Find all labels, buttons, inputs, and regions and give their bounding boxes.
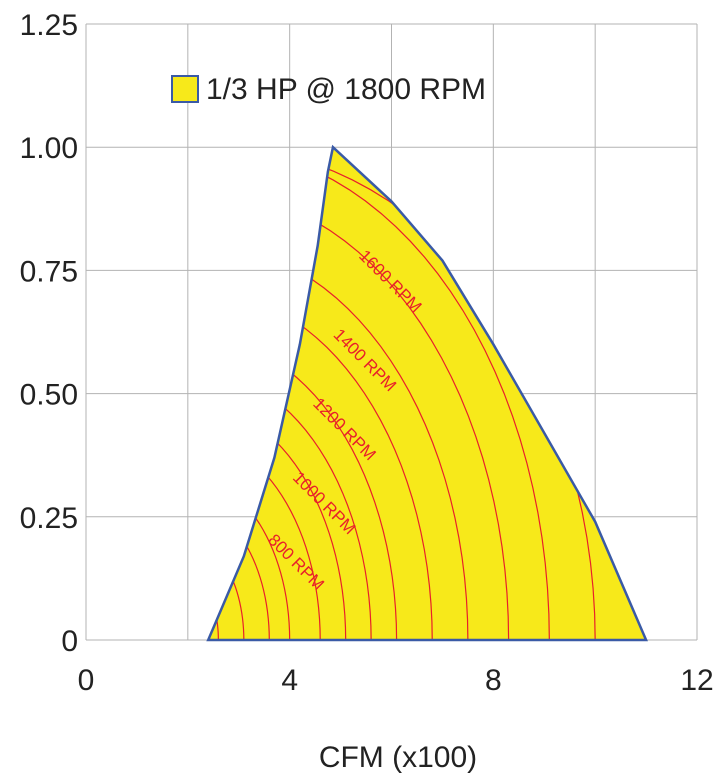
- x-axis-title: CFM (x100): [319, 741, 477, 774]
- y-tick-label: 0: [61, 625, 78, 658]
- x-tick-label: 8: [485, 664, 502, 697]
- grid-lines: [85, 23, 698, 641]
- legend: 1/3 HP @ 1800 RPM: [171, 73, 486, 106]
- y-tick-label: 1.00: [20, 132, 78, 165]
- operating-area: [208, 147, 647, 640]
- legend-label: 1/3 HP @ 1800 RPM: [206, 73, 486, 106]
- axis-ticks: 0 4 8 12 0 0.25 0.50 0.75 1.00 1.25: [20, 9, 714, 697]
- y-tick-label: 0.50: [20, 379, 78, 412]
- x-tick-label: 0: [78, 664, 95, 697]
- y-tick-label: 0.25: [20, 502, 78, 535]
- x-tick-label: 12: [680, 664, 713, 697]
- legend-swatch: [171, 75, 199, 103]
- y-tick-label: 1.25: [20, 9, 78, 42]
- y-tick-label: 0.75: [20, 255, 78, 288]
- x-tick-label: 4: [281, 664, 298, 697]
- operating-area-boundary: [206, 144, 648, 642]
